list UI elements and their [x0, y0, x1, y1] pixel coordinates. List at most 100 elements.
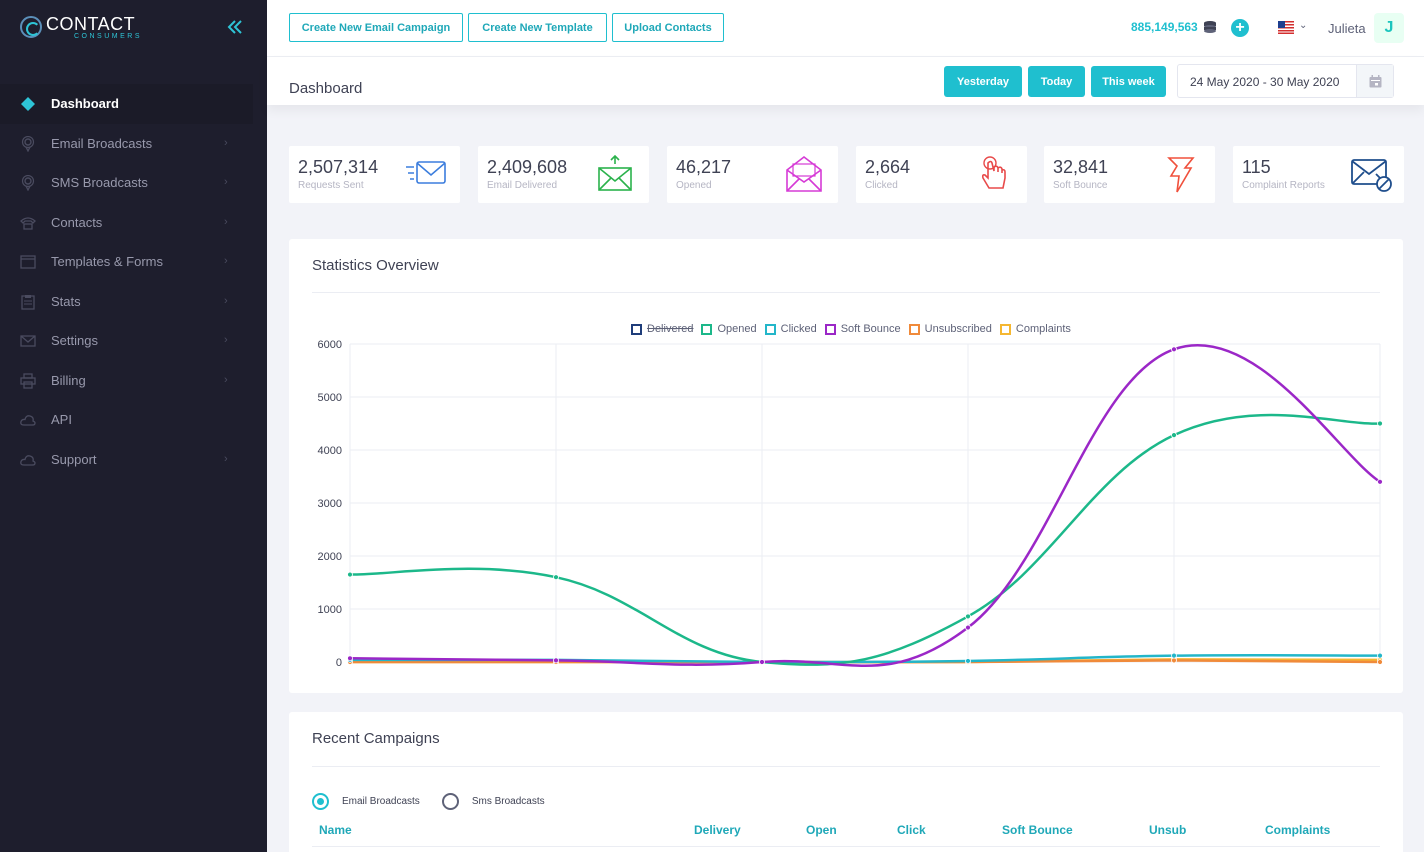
legend-swatch: [908, 323, 920, 335]
sidebar-item-label: Billing: [51, 372, 86, 388]
stat-value: 2,409,608: [487, 157, 568, 177]
data-point-opened: [965, 613, 971, 620]
sidebar-item-email-broadcasts[interactable]: Email Broadcasts ›: [0, 124, 267, 164]
stat-card-email-delivered[interactable]: 2,409,608 Email Delivered: [478, 146, 649, 203]
series-line-opened: [349, 413, 1381, 666]
send-mail-icon: [406, 154, 446, 194]
email-broadcasts-label[interactable]: Email Broadcasts: [342, 796, 420, 807]
blocked-mail-icon: [1350, 154, 1392, 194]
data-point-opened: [553, 574, 559, 581]
y-tick-label: 4000: [318, 445, 342, 457]
sms-broadcasts-radio[interactable]: [441, 793, 459, 810]
sidebar-item-api[interactable]: API: [0, 400, 267, 440]
filter-today-button[interactable]: Today: [1028, 66, 1085, 97]
chevron-right-icon: ›: [224, 294, 228, 307]
sidebar-item-billing[interactable]: Billing ›: [0, 361, 267, 401]
column-header-unsub[interactable]: Unsub: [1149, 823, 1187, 837]
stat-card-opened[interactable]: 46,217 Opened: [667, 146, 838, 203]
broadcast-icon: [20, 174, 36, 192]
legend-item-complaints[interactable]: Complaints: [999, 323, 1071, 335]
data-point-soft-bounce: [965, 624, 971, 631]
user-name[interactable]: Julieta: [1328, 21, 1366, 36]
sidebar-item-templates-forms[interactable]: Templates & Forms ›: [0, 242, 267, 282]
column-header-delivery[interactable]: Delivery: [694, 823, 741, 837]
stat-value: 32,841: [1053, 157, 1109, 177]
y-tick-label: 0: [336, 657, 342, 669]
column-header-click[interactable]: Click: [897, 823, 926, 837]
sidebar-item-label: Templates & Forms: [51, 254, 163, 270]
bounce-arrow-icon: [1161, 154, 1201, 194]
stat-value: 2,507,314: [298, 157, 379, 177]
date-range-value: 24 May 2020 - 30 May 2020: [1190, 75, 1340, 89]
legend-item-clicked[interactable]: Clicked: [764, 323, 817, 335]
panel-title: Statistics Overview: [312, 257, 439, 274]
page-title: Dashboard: [289, 80, 363, 97]
stat-value: 115: [1242, 157, 1271, 177]
coins-icon: [1204, 21, 1216, 33]
stat-card-requests-sent[interactable]: 2,507,314 Requests Sent: [289, 146, 460, 203]
legend-item-delivered[interactable]: Delivered: [631, 323, 693, 335]
column-header-soft-bounce[interactable]: Soft Bounce: [1002, 823, 1073, 837]
chevron-right-icon: ›: [224, 255, 228, 267]
logo-text: CONTACT: [46, 14, 136, 34]
envelope-icon: [20, 333, 36, 349]
y-tick-label: 2000: [318, 551, 342, 563]
stat-card-complaint-reports[interactable]: 115 Complaint Reports: [1233, 146, 1404, 203]
legend-swatch: [631, 323, 642, 335]
create-template-button[interactable]: Create New Template: [468, 13, 607, 42]
legend-item-unsubscribed[interactable]: Unsubscribed: [908, 323, 992, 335]
logo[interactable]: CONTACT CONSUMERS: [20, 14, 160, 42]
legend-item-opened[interactable]: Opened: [701, 323, 757, 335]
column-header-complaints[interactable]: Complaints: [1265, 823, 1331, 837]
collapse-sidebar-icon[interactable]: [226, 18, 246, 38]
cloud-icon: [20, 412, 36, 428]
stat-card-soft-bounce[interactable]: 32,841 Soft Bounce: [1044, 146, 1215, 203]
filter-this-week-button[interactable]: This week: [1091, 66, 1166, 97]
logo-subtext: CONSUMERS: [74, 33, 143, 40]
sidebar-item-label: Settings: [51, 333, 98, 349]
printer-icon: [20, 372, 36, 389]
stat-label: Complaint Reports: [1242, 180, 1325, 191]
chevron-right-icon: ›: [224, 136, 228, 149]
calendar-icon[interactable]: [1356, 65, 1393, 97]
diamond-icon: [20, 96, 36, 112]
stat-label: Email Delivered: [487, 180, 558, 191]
sidebar-item-support[interactable]: Support ›: [0, 440, 267, 480]
create-email-campaign-button[interactable]: Create New Email Campaign: [289, 13, 463, 42]
column-header-name[interactable]: Name: [319, 823, 352, 837]
legend-item-soft-bounce[interactable]: Soft Bounce: [824, 323, 901, 335]
email-broadcasts-radio[interactable]: [312, 793, 329, 810]
upload-contacts-button[interactable]: Upload Contacts: [612, 13, 724, 42]
avatar[interactable]: J: [1374, 13, 1404, 43]
filter-yesterday-button[interactable]: Yesterday: [944, 66, 1022, 97]
data-point-clicked: [965, 658, 971, 664]
sidebar-item-label: Stats: [51, 293, 81, 309]
sidebar-item-dashboard[interactable]: Dashboard: [0, 84, 253, 124]
sms-broadcasts-label[interactable]: Sms Broadcasts: [471, 796, 545, 807]
date-range-picker[interactable]: 24 May 2020 - 30 May 2020: [1177, 64, 1394, 98]
column-header-open[interactable]: Open: [806, 823, 837, 837]
cloud-icon: [20, 452, 36, 468]
broadcast-icon: [20, 135, 36, 152]
divider: [312, 292, 1380, 293]
legend-label: Complaints: [1015, 323, 1071, 335]
add-credits-icon[interactable]: +: [1231, 19, 1249, 37]
us-flag-icon[interactable]: [1278, 21, 1294, 34]
legend-label: Soft Bounce: [840, 323, 901, 335]
sidebar-item-stats[interactable]: Stats ›: [0, 282, 267, 322]
table-header-divider: [312, 846, 1380, 847]
data-point-soft-bounce: [1377, 478, 1383, 485]
stat-value: 2,664: [865, 157, 911, 177]
chart-legend: Delivered Opened Clicked Soft Bounce Unsubsc…: [631, 322, 1079, 336]
stat-card-clicked[interactable]: 2,664 Clicked: [856, 146, 1027, 203]
sidebar: CONTACT CONSUMERS Dashboard Email Broadca…: [0, 0, 267, 852]
sidebar-item-contacts[interactable]: Contacts ›: [0, 203, 267, 243]
chevron-right-icon: ›: [224, 215, 228, 228]
chevron-right-icon: ›: [224, 334, 228, 346]
stat-value: 46,217: [676, 157, 732, 177]
language-chevron-down-icon[interactable]: ⌄: [1299, 20, 1308, 31]
sidebar-item-settings[interactable]: Settings ›: [0, 321, 267, 361]
sidebar-menu: Dashboard Email Broadcasts › SMS Broadcasts…: [0, 84, 267, 479]
sidebar-item-sms-broadcasts[interactable]: SMS Broadcasts ›: [0, 163, 267, 203]
data-point-soft-bounce: [759, 659, 765, 665]
